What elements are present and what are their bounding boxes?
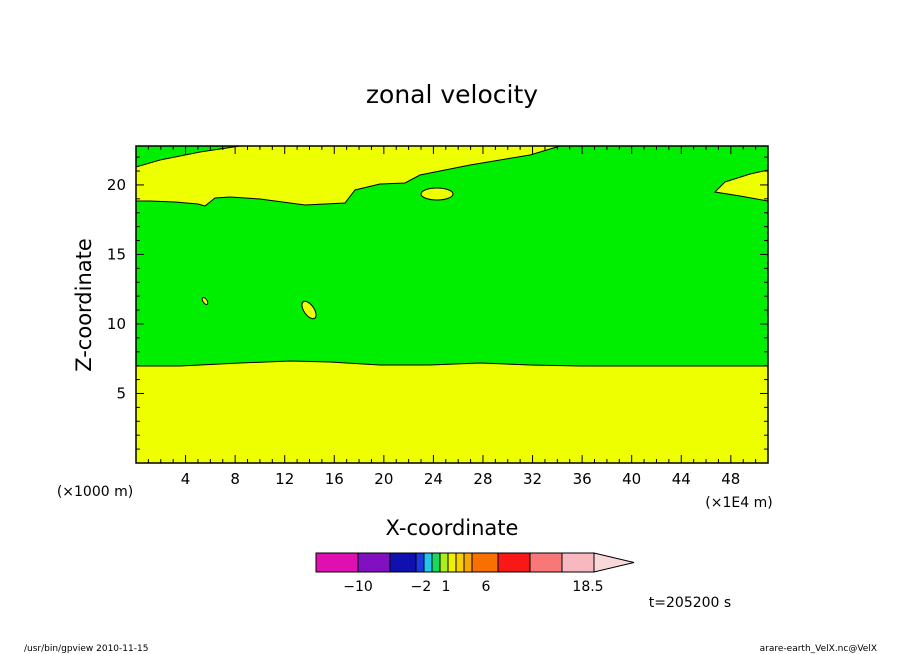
y-axis-ticks: 5 10 15 20: [107, 156, 768, 450]
x-tick-label: 28: [473, 470, 492, 488]
x-axis-ticks: 4 8 12 16 20 24 28 32 36 40 44 48: [147, 146, 757, 488]
y-tick-label: 20: [107, 176, 126, 194]
x-tick-label: 24: [424, 470, 443, 488]
colorbar-arrow: [593, 552, 635, 573]
x-tick-label: 16: [325, 470, 344, 488]
yellow-island-upper: [420, 187, 454, 201]
colorbar-segment: [315, 552, 359, 573]
x-tick-label: 4: [181, 470, 191, 488]
colorbar-label: 1: [442, 579, 451, 595]
plot-area: [135, 145, 769, 464]
colorbar-segment: [497, 552, 531, 573]
colorbar-label: 6: [482, 579, 491, 595]
colorbar-segment: [431, 552, 441, 573]
colorbar-labels: −10 −2 1 6 18.5: [343, 579, 603, 595]
y-tick-label: 10: [107, 315, 126, 333]
colorbar-segment: [455, 552, 465, 573]
x-tick-label: 44: [672, 470, 691, 488]
colorbar-label: −10: [343, 579, 373, 595]
yellow-island-middle: [301, 300, 317, 320]
x-axis-label: X-coordinate: [386, 516, 519, 540]
footer-left: /usr/bin/gpview 2010-11-15: [24, 644, 148, 654]
colorbar-segment: [463, 552, 473, 573]
yellow-island-small: [201, 297, 209, 305]
colorbar-segment: [447, 552, 457, 573]
colorbar-segment: [471, 552, 499, 573]
plot-frame: [135, 145, 769, 464]
chart-title: zonal velocity: [366, 80, 538, 109]
colorbar-segment: [423, 552, 433, 573]
x-tick-label: 32: [523, 470, 542, 488]
x-axis-unit: (×1E4 m): [705, 495, 772, 511]
colorbar: [315, 552, 635, 573]
colorbar-segment: [415, 552, 425, 573]
y-tick-label: 15: [107, 245, 126, 263]
y-tick-label: 5: [116, 384, 126, 402]
colorbar-label: −2: [411, 579, 432, 595]
x-tick-label: 36: [573, 470, 592, 488]
colorbar-segment: [357, 552, 391, 573]
x-tick-label: 8: [230, 470, 240, 488]
x-tick-label: 48: [721, 470, 740, 488]
x-tick-label: 20: [374, 470, 393, 488]
time-label: t=205200 s: [649, 595, 731, 611]
colorbar-segment: [389, 552, 417, 573]
x-tick-label: 12: [275, 470, 294, 488]
x-tick-label: 40: [622, 470, 641, 488]
footer-right: arare-earth_VelX.nc@VelX: [760, 644, 877, 654]
colorbar-segment: [529, 552, 563, 573]
colorbar-label: 18.5: [572, 579, 603, 595]
y-axis-unit: (×1000 m): [57, 484, 133, 500]
colorbar-segment: [561, 552, 595, 573]
y-axis-label: Z-coordinate: [72, 238, 96, 372]
colorbar-segment: [439, 552, 449, 573]
